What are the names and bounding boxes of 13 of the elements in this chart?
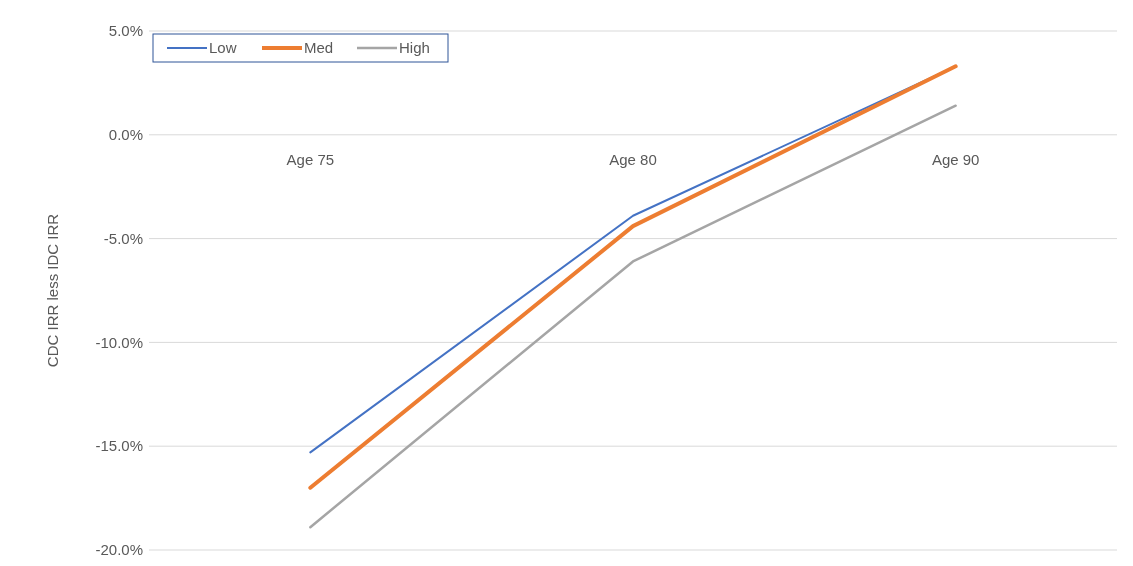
y-tick-label: 5.0% bbox=[108, 22, 143, 40]
x-tick-label: Age 75 bbox=[286, 150, 335, 168]
legend-label: Low bbox=[209, 39, 237, 57]
x-tick-label: Age 80 bbox=[609, 150, 657, 168]
y-tick-label: 0.0% bbox=[108, 126, 143, 144]
legend-label: Med bbox=[304, 39, 334, 57]
x-tick-label: Age 90 bbox=[931, 150, 980, 168]
y-tick-label: -5.0% bbox=[103, 229, 143, 247]
y-tick-label: -15.0% bbox=[95, 437, 143, 455]
legend-label: High bbox=[399, 39, 430, 57]
y-tick-label: -20.0% bbox=[95, 541, 143, 559]
y-tick-label: -10.0% bbox=[95, 333, 143, 351]
y-axis-title: CDC IRR less IDC IRR bbox=[44, 213, 61, 368]
